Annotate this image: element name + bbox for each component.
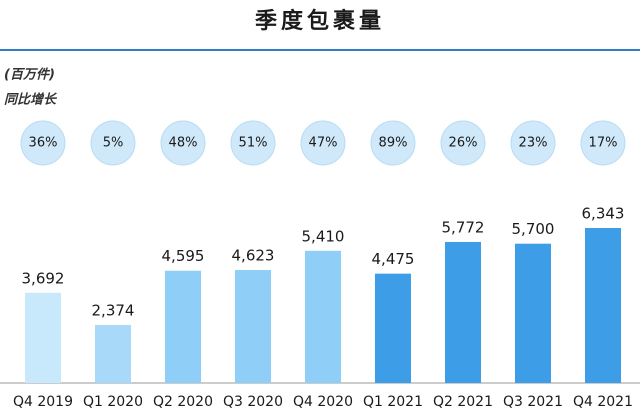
value-label: 4,475 (372, 250, 415, 268)
x-tick-label: Q1 2021 (363, 394, 423, 410)
value-label: 2,374 (92, 301, 135, 319)
growth-bubble (440, 120, 486, 166)
unit-note: (百万件) (4, 67, 55, 83)
bar (515, 243, 551, 383)
x-tick-label: Q2 2021 (433, 394, 493, 410)
x-tick-label: Q3 2021 (503, 394, 563, 410)
bar (305, 250, 341, 383)
bar (235, 270, 271, 383)
growth-bubble (20, 120, 66, 166)
growth-bubble (580, 120, 626, 166)
value-label: 4,595 (162, 247, 205, 265)
value-label: 5,410 (302, 227, 345, 245)
x-tick-label: Q4 2019 (13, 394, 73, 410)
bar (165, 270, 201, 383)
growth-value: 23% (519, 136, 548, 151)
growth-value: 89% (379, 136, 408, 151)
x-tick-label: Q1 2020 (83, 394, 143, 410)
chart-title: 季度包裹量 (255, 8, 385, 34)
growth-bubble (510, 120, 556, 166)
growth-bubble (230, 120, 276, 166)
growth-value: 5% (103, 136, 124, 151)
value-label: 5,700 (512, 220, 555, 238)
bar (585, 228, 621, 383)
value-label: 6,343 (582, 205, 625, 223)
growth-value: 51% (239, 136, 268, 151)
x-tick-label: Q4 2020 (293, 394, 353, 410)
growth-value: 17% (589, 136, 618, 151)
bar (375, 273, 411, 383)
growth-value: 26% (449, 136, 478, 151)
x-tick-label: Q2 2020 (153, 394, 213, 410)
growth-value: 36% (29, 136, 58, 151)
growth-bubble (90, 120, 136, 166)
x-tick-label: Q3 2020 (223, 394, 283, 410)
value-label: 5,772 (442, 218, 485, 236)
growth-bubble (300, 120, 346, 166)
growth-bubble (160, 120, 206, 166)
growth-value: 47% (309, 136, 338, 151)
growth-value: 48% (169, 136, 198, 151)
bar (25, 292, 61, 383)
value-label: 4,623 (232, 247, 275, 265)
bar (445, 241, 481, 383)
bar (95, 324, 131, 383)
growth-label: 同比增长 (4, 92, 58, 108)
value-label: 3,692 (22, 269, 65, 287)
x-tick-label: Q4 2021 (573, 394, 633, 410)
growth-bubble (370, 120, 416, 166)
